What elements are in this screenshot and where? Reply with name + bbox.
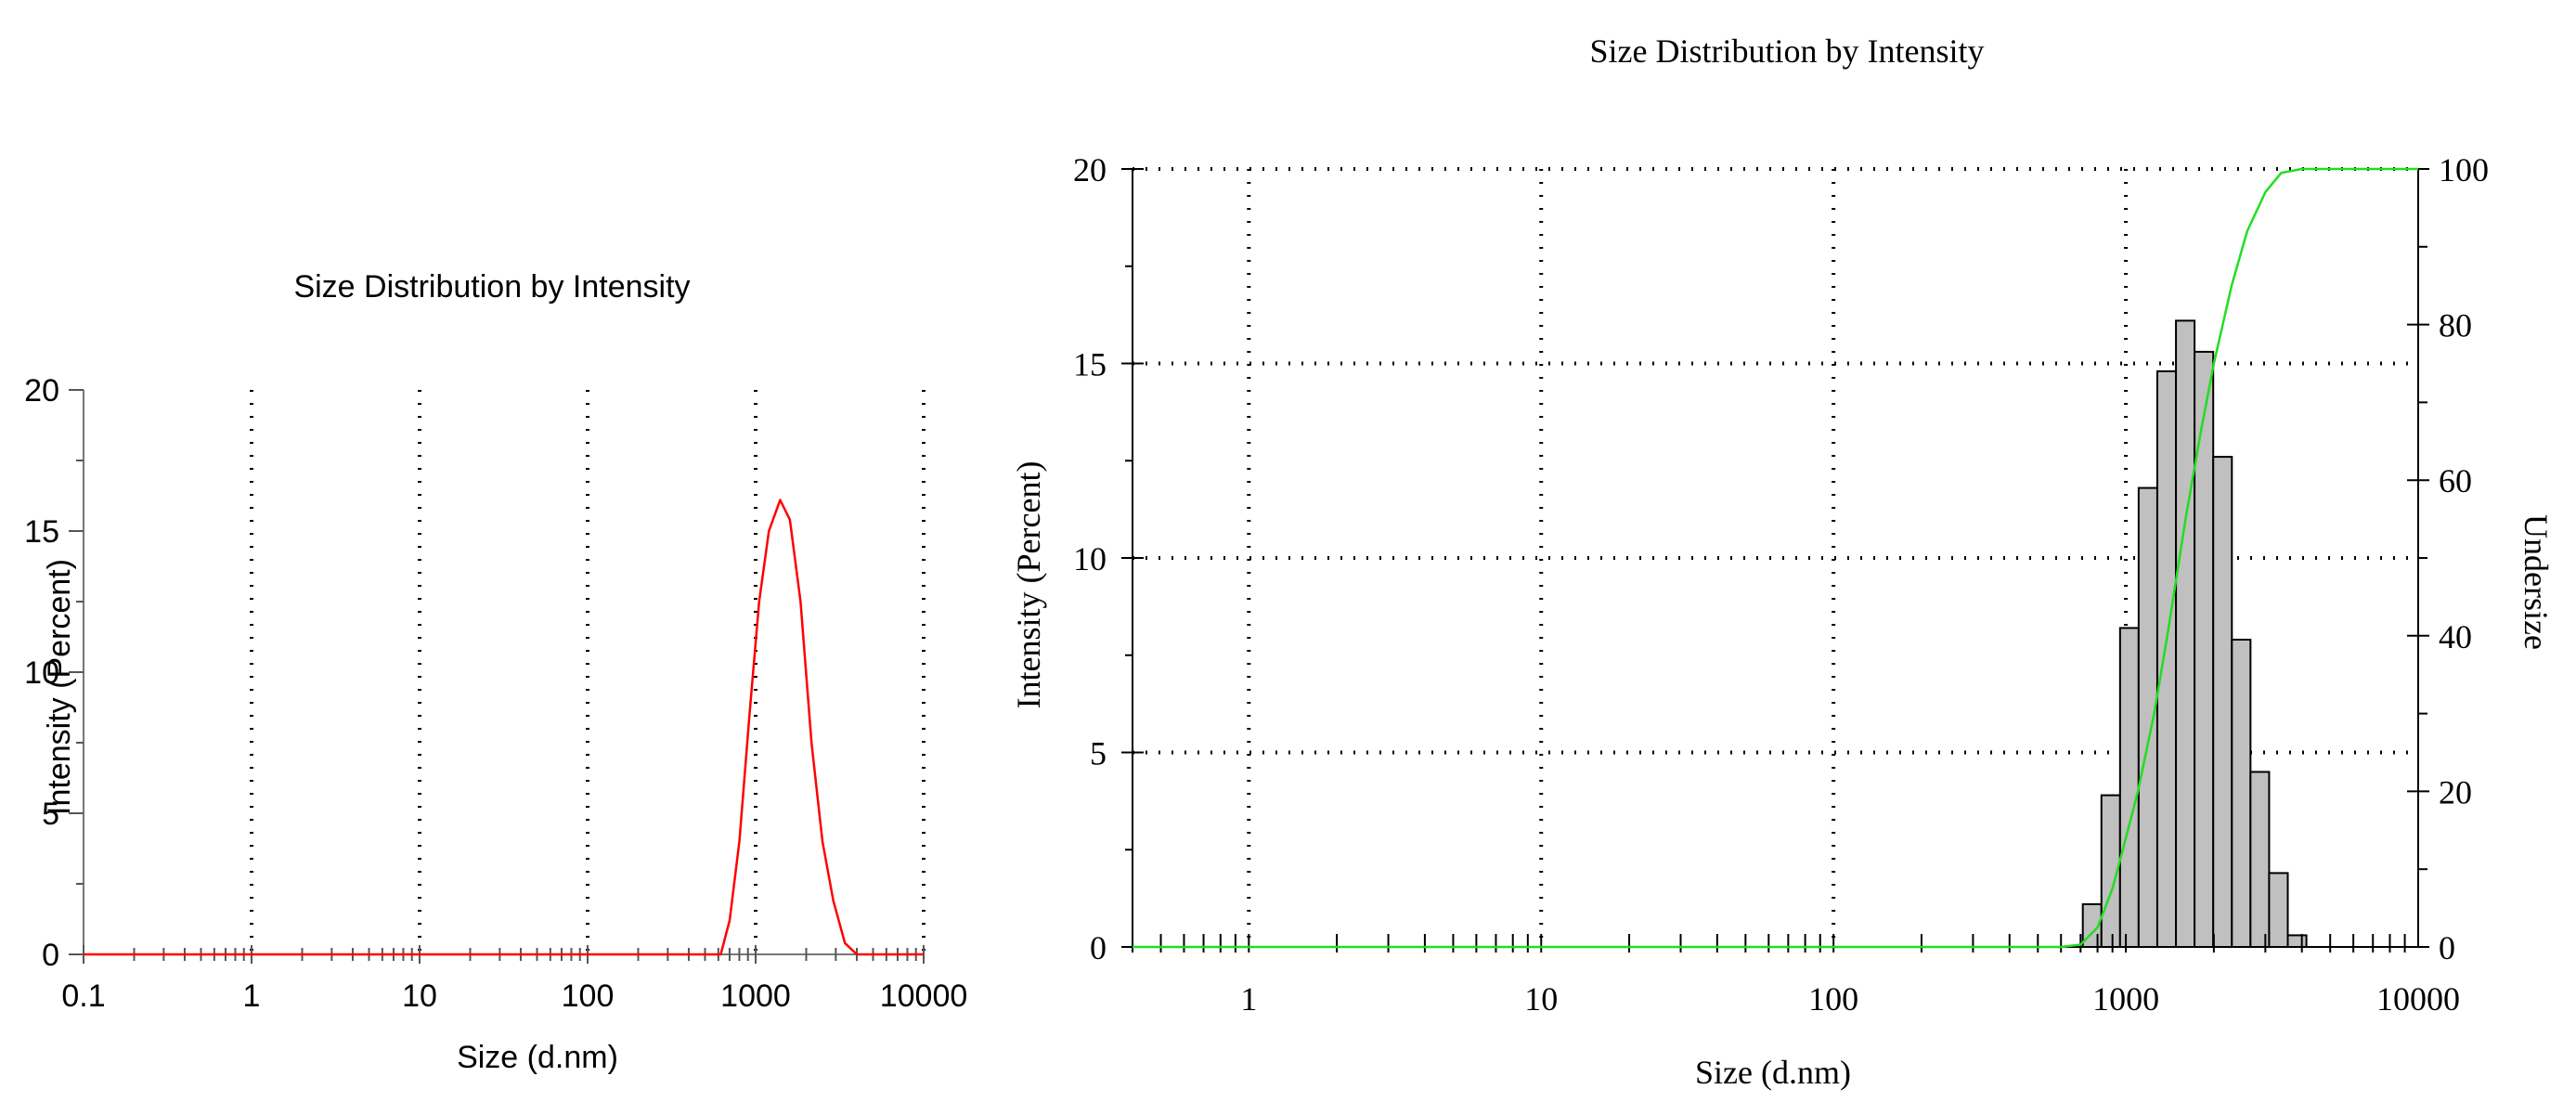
left-chart: Size Distribution by Intensity Intensity… — [24, 269, 967, 1075]
right-y2-tick-label: 20 — [2439, 773, 2472, 810]
left-x-tick-label: 10000 — [880, 979, 968, 1014]
left-y-tick-label: 5 — [42, 797, 59, 832]
right-y2-tick-label: 80 — [2439, 307, 2472, 344]
left-chart-title: Size Distribution by Intensity — [293, 269, 690, 305]
right-histogram-bar — [2118, 627, 2140, 948]
right-histogram-bar — [2249, 771, 2271, 949]
left-x-tick-label: 1 — [243, 979, 261, 1014]
left-y-tick-label: 15 — [24, 514, 59, 550]
right-y-axis-label: Intensity (Percent) — [1010, 461, 1047, 709]
right-x-axis-label: Size (d.nm) — [1695, 1054, 1851, 1091]
right-histogram-bar — [2286, 934, 2308, 948]
left-ticks: 0 5 10 15 20 0.1 1 10 100 1000 10000 — [24, 373, 967, 1014]
right-histogram-bar — [2231, 638, 2252, 948]
right-x-tick-label: 1 — [1240, 980, 1257, 1018]
right-x-tick-label: 1000 — [2092, 980, 2159, 1018]
right-y2-tick-label: 100 — [2439, 151, 2489, 188]
left-series — [84, 499, 924, 956]
right-histogram-bar — [2268, 872, 2289, 949]
left-axes — [83, 390, 924, 955]
right-y2-tick-label: 40 — [2439, 618, 2472, 655]
right-y2-tick-label: 60 — [2439, 462, 2472, 499]
left-y-tick-label: 20 — [24, 373, 59, 408]
left-intensity-line — [84, 499, 924, 956]
right-x-tick-label: 10 — [1524, 980, 1558, 1018]
right-y2-axis-label: Undersize — [2518, 514, 2555, 650]
left-x-axis-label: Size (d.nm) — [457, 1040, 618, 1075]
right-y-tick-label: 20 — [1073, 151, 1107, 188]
left-grid — [250, 390, 926, 954]
right-bars — [2081, 319, 2308, 949]
right-histogram-bar — [2194, 350, 2215, 948]
right-ticks: 0 5 10 15 20 0 20 40 60 80 100 1 10 100 1000 10000 — [1073, 151, 2489, 1018]
right-chart: Size Distribution by Intensity Intensity… — [1010, 32, 2555, 1091]
right-y2-tick-label: 0 — [2439, 929, 2455, 966]
left-x-tick-label: 1000 — [720, 979, 791, 1014]
left-y-axis-label: Intensity (Percent) — [42, 559, 77, 815]
right-y-tick-label: 5 — [1090, 735, 1107, 772]
right-histogram-bar — [2175, 319, 2196, 949]
right-x-tick-label: 10000 — [2376, 980, 2460, 1018]
left-y-tick-label: 0 — [42, 938, 59, 973]
right-histogram-bar — [2155, 370, 2178, 948]
left-x-tick-label: 0.1 — [61, 979, 105, 1014]
right-y-tick-label: 15 — [1073, 346, 1107, 383]
right-undersize-line — [1133, 167, 2418, 949]
left-x-tick-label: 100 — [562, 979, 615, 1014]
right-series — [1133, 167, 2418, 949]
right-histogram-bar — [2212, 456, 2233, 948]
right-x-tick-label: 100 — [1808, 980, 1858, 1018]
right-y-tick-label: 0 — [1090, 929, 1107, 966]
left-y-tick-label: 10 — [24, 655, 59, 691]
right-y-tick-label: 10 — [1073, 540, 1107, 577]
left-x-tick-label: 10 — [402, 979, 437, 1014]
right-chart-title: Size Distribution by Intensity — [1590, 32, 1985, 70]
